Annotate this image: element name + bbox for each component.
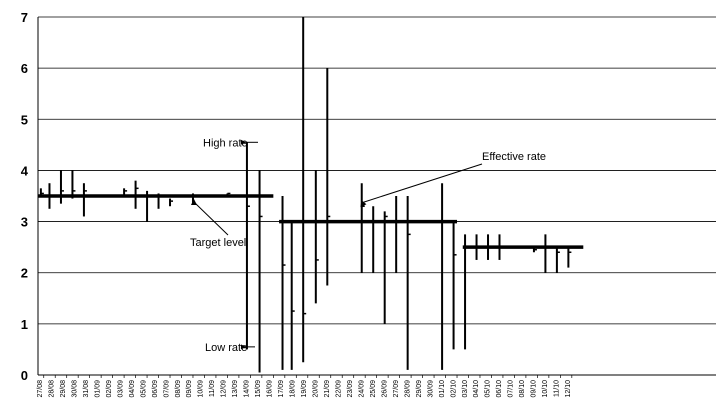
x-tick-label: 02/10 [450,380,457,398]
x-tick-label: 17/09 [278,380,285,398]
x-tick-label: 10/09 [198,380,205,398]
arrow-line [194,202,229,236]
x-tick-label: 01/09 [94,380,101,398]
high-low-bars [39,17,572,373]
x-tick-label: 15/09 [255,380,262,398]
x-tick-label: 11/10 [554,380,561,397]
x-tick-label: 06/09 [152,380,159,398]
y-tick-label: 7 [21,10,28,25]
annotation-high-rate: High rate [203,137,248,149]
y-tick-label: 6 [21,61,28,76]
x-tick-label: 30/08 [71,380,78,398]
x-tick-label: 27/08 [37,380,44,398]
x-tick-label: 12/10 [565,380,572,398]
target-level-steps [38,194,584,249]
x-tick-label: 27/09 [393,380,400,398]
x-tick-label: 07/10 [508,380,515,398]
x-tick-label: 04/09 [129,380,136,398]
x-tick-label: 11/09 [209,380,216,397]
x-tick-label: 28/08 [48,380,55,398]
x-tick-label: 09/09 [186,380,193,398]
x-tick-label: 14/09 [244,380,251,398]
x-tick-label: 10/10 [542,380,549,398]
y-tick-label: 0 [21,368,28,383]
x-tick-label: 05/10 [485,380,492,398]
arrowhead [240,139,246,145]
x-tick-label: 24/09 [358,380,365,398]
y-tick-label: 5 [21,112,28,127]
x-tick-label: 05/09 [140,380,147,398]
annotations: High rate Low rate Target level Effective r… [190,137,546,354]
x-tick-label: 25/09 [370,380,377,398]
y-tick-labels: 0 1 2 3 4 5 6 7 [21,10,29,383]
x-tick-label: 08/09 [175,380,182,398]
arrowhead [190,199,197,205]
x-tick-label: 26/09 [381,380,388,398]
x-tick-label: 28/09 [404,380,411,398]
x-tick-label: 23/09 [347,380,354,398]
x-tick-label: 08/10 [519,380,526,398]
gridlines [38,16,716,325]
y-tick-label: 2 [21,266,28,281]
x-tick-label: 16/09 [267,380,274,398]
x-tick-label: 29/09 [416,380,423,398]
x-tick-label: 06/10 [496,380,503,398]
y-tick-label: 1 [21,317,28,332]
x-tick-label: 20/09 [313,380,320,398]
x-tick-label: 09/10 [531,380,538,398]
x-tick-label: 03/09 [117,380,124,398]
x-tick-label: 13/09 [232,380,239,398]
y-tick-label: 3 [21,215,28,230]
x-tick-label: 30/09 [427,380,434,398]
x-tick-labels: 27/08 28/08 29/08 30/08 31/08 01/09 02/09 03/09… [37,375,573,398]
annotation-target-level: Target level [190,237,246,249]
x-tick-label: 21/09 [324,380,331,398]
x-tick-label: 19/09 [301,380,308,398]
arrowhead [240,344,246,350]
x-tick-label: 07/09 [163,380,170,398]
x-tick-label: 01/10 [439,380,446,398]
arrow-line [363,163,483,203]
annotation-low-rate: Low rate [205,342,247,354]
arrowhead [360,200,367,208]
x-tick-label: 02/09 [106,380,113,398]
x-tick-label: 04/10 [473,380,480,398]
x-tick-label: 29/08 [60,380,67,398]
y-tick-label: 4 [21,163,29,178]
x-tick-label: 31/08 [83,380,90,398]
x-tick-label: 12/09 [221,380,228,398]
annotation-effective-rate: Effective rate [482,151,546,163]
x-tick-label: 22/09 [335,380,342,398]
x-tick-label: 18/09 [290,380,297,398]
x-tick-label: 03/10 [462,380,469,398]
